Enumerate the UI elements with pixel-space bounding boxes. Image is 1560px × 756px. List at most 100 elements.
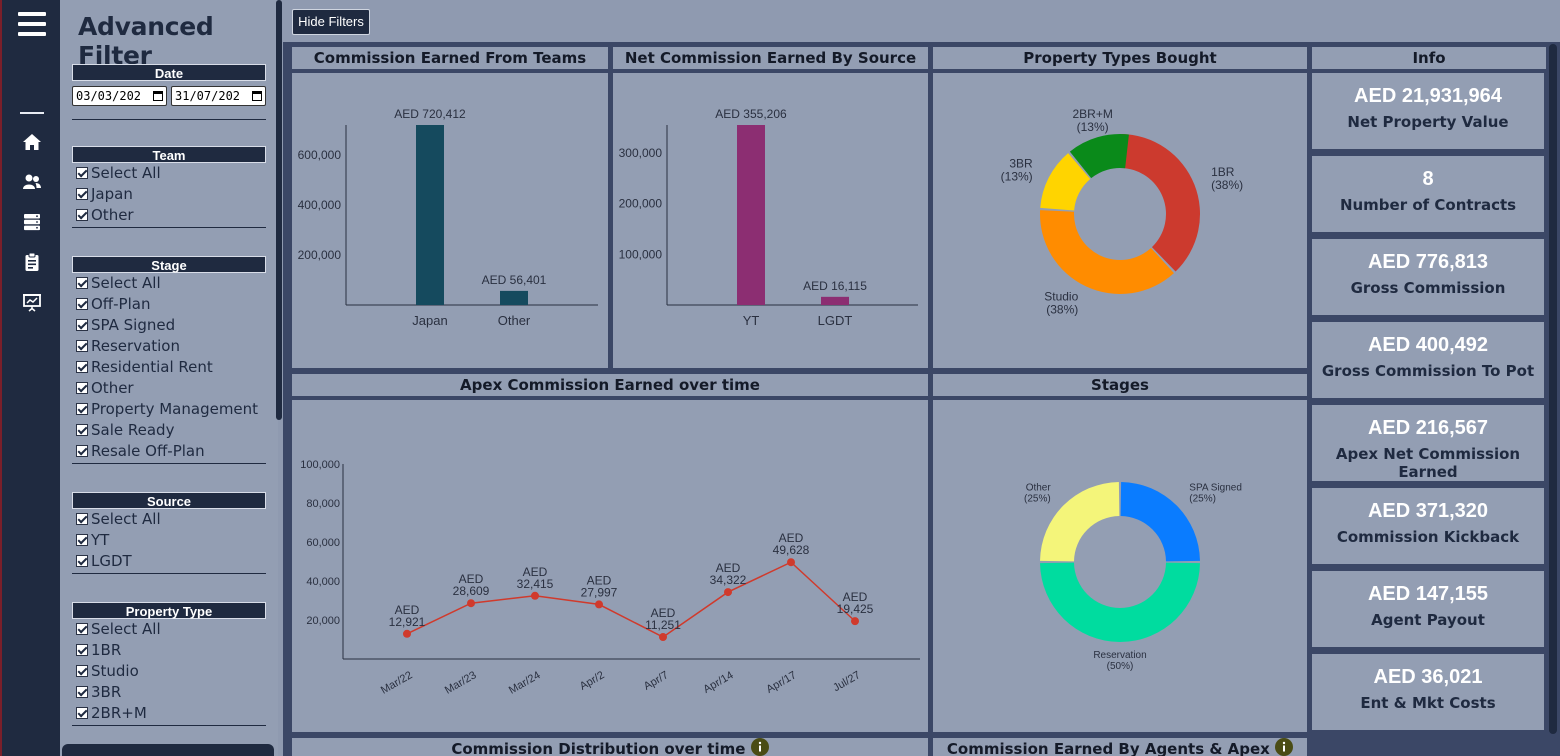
checkbox-checked[interactable] (76, 209, 88, 221)
slice-percent: (25%) (1024, 494, 1051, 505)
info-icon[interactable] (750, 738, 769, 756)
stage-option[interactable]: Off-Plan (72, 294, 266, 315)
data-label-prefix: AED (843, 590, 868, 604)
x-tick-label: Apr/2 (578, 669, 607, 693)
stage-option[interactable]: Residential Rent (72, 357, 266, 378)
presentation-icon[interactable] (22, 292, 42, 312)
source-filter-header: Source (72, 492, 266, 509)
x-tick-label: Mar/23 (443, 669, 479, 697)
source-option-label: Select All (91, 510, 161, 528)
panel-title-info: Info (1312, 47, 1546, 69)
date-to-value: 31/07/202 (175, 89, 241, 103)
home-icon[interactable] (22, 132, 42, 152)
ptype-option[interactable]: 3BR (72, 682, 266, 703)
info-card-value: AED 21,931,964 (1354, 85, 1502, 107)
ptype-option-label: Studio (91, 662, 139, 680)
date-to-input[interactable]: 31/07/202 (171, 86, 266, 106)
checkbox-checked[interactable] (76, 298, 88, 310)
donut-slice (1040, 562, 1200, 642)
source-option[interactable]: Select All (72, 509, 266, 530)
stage-option[interactable]: Reservation (72, 336, 266, 357)
team-option[interactable]: Select All (72, 163, 266, 184)
donut-slice (1120, 482, 1200, 562)
checkbox-checked[interactable] (76, 167, 88, 179)
info-card-label: Ent & Mkt Costs (1360, 694, 1496, 712)
stage-option-label: Sale Ready (91, 421, 175, 439)
x-tick-label: Japan (412, 313, 447, 328)
slice-label: SPA Signed (1189, 483, 1242, 494)
menu-icon[interactable] (18, 12, 46, 38)
data-point (531, 591, 539, 600)
stage-option[interactable]: SPA Signed (72, 315, 266, 336)
checkbox-checked[interactable] (76, 623, 88, 635)
stage-option[interactable]: Other (72, 378, 266, 399)
checkbox-checked[interactable] (76, 686, 88, 698)
data-point (403, 629, 411, 638)
users-icon[interactable] (22, 172, 42, 192)
filter-divider (72, 573, 266, 574)
date-filter: Date 03/03/202 31/07/202 (72, 64, 266, 120)
ptype-option[interactable]: Select All (72, 619, 266, 640)
team-filter: Team Select All Japan Other (72, 146, 266, 228)
dashboard-scrollbar[interactable] (1549, 44, 1557, 734)
checkbox-checked[interactable] (76, 382, 88, 394)
y-tick-label: 60,000 (306, 537, 340, 549)
stage-option[interactable]: Sale Ready (72, 420, 266, 441)
stage-option-label: Reservation (91, 337, 180, 355)
filter-panel-scrollbar[interactable] (276, 0, 282, 420)
x-tick-label: Mar/22 (379, 669, 415, 697)
property-type-filter: Property Type Select All 1BR Studio 3BR 2BR+… (72, 602, 266, 726)
checkbox-checked[interactable] (76, 513, 88, 525)
checkbox-checked[interactable] (76, 277, 88, 289)
checkbox-checked[interactable] (76, 340, 88, 352)
stage-option[interactable]: Select All (72, 273, 266, 294)
stage-option[interactable]: Resale Off-Plan (72, 441, 266, 462)
stage-option[interactable]: Property Management (72, 399, 266, 420)
property-types-panel: 1BR (38%) Studio (38%) 3BR (13%) 2BR+M (13%) (933, 73, 1307, 368)
data-point (851, 617, 859, 626)
donut-slice (1040, 482, 1120, 562)
team-option[interactable]: Japan (72, 184, 266, 205)
data-label-prefix: AED (587, 573, 612, 587)
server-icon[interactable] (22, 212, 42, 232)
checkbox-checked[interactable] (76, 555, 88, 567)
source-option[interactable]: LGDT (72, 551, 266, 572)
panel-title-property-types: Property Types Bought (933, 47, 1307, 69)
panel-title-stages: Stages (933, 374, 1307, 396)
rail-divider (20, 112, 44, 114)
icon-rail (0, 0, 60, 756)
team-option[interactable]: Other (72, 205, 266, 226)
ptype-option[interactable]: 1BR (72, 640, 266, 661)
data-label-value: 19,425 (837, 602, 874, 616)
checkbox-checked[interactable] (76, 445, 88, 457)
checkbox-checked[interactable] (76, 707, 88, 719)
checkbox-checked[interactable] (76, 644, 88, 656)
checkbox-checked[interactable] (76, 665, 88, 677)
checkbox-checked[interactable] (76, 403, 88, 415)
data-label-value: 12,921 (389, 615, 426, 629)
info-card: AED 216,567 Apex Net Commission Earned (1312, 405, 1544, 481)
info-card: AED 147,155 Agent Payout (1312, 571, 1544, 647)
checkbox-checked[interactable] (76, 424, 88, 436)
slice-percent: (13%) (1001, 170, 1033, 184)
info-card-label: Apex Net Commission Earned (1335, 445, 1521, 481)
calendar-icon[interactable] (252, 91, 262, 101)
source-option[interactable]: YT (72, 530, 266, 551)
panel-title-commission-teams: Commission Earned From Teams (292, 47, 608, 69)
checkbox-checked[interactable] (76, 534, 88, 546)
hide-filters-button[interactable]: Hide Filters (292, 9, 370, 35)
info-icon[interactable] (1275, 738, 1294, 756)
slice-percent: (13%) (1077, 120, 1109, 134)
info-card-label: Gross Commission (1350, 279, 1506, 297)
ptype-option[interactable]: Studio (72, 661, 266, 682)
checkbox-checked[interactable] (76, 319, 88, 331)
ptype-option[interactable]: 2BR+M (72, 703, 266, 724)
checkbox-checked[interactable] (76, 188, 88, 200)
data-point (467, 599, 475, 608)
clipboard-icon[interactable] (22, 252, 42, 272)
calendar-icon[interactable] (153, 91, 163, 101)
panel-title-agents-apex: Commission Earned By Agents & Apex (933, 738, 1307, 756)
checkbox-checked[interactable] (76, 361, 88, 373)
date-from-input[interactable]: 03/03/202 (72, 86, 167, 106)
